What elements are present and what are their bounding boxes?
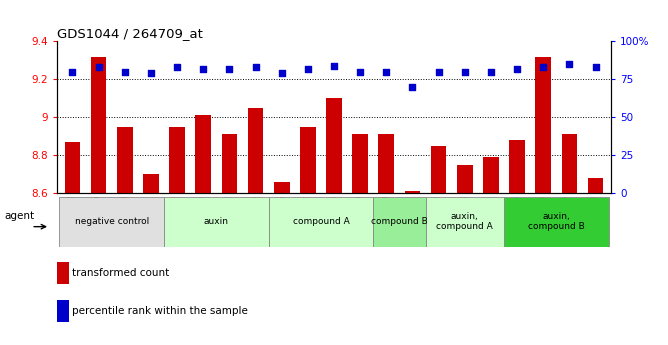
Point <box>460 69 470 75</box>
Point <box>564 61 574 67</box>
Point <box>224 66 234 71</box>
Point <box>277 70 287 76</box>
Point <box>355 69 365 75</box>
Bar <box>352 134 368 193</box>
Point <box>303 66 313 71</box>
Point <box>198 66 208 71</box>
Bar <box>483 157 499 193</box>
Bar <box>248 108 263 193</box>
Bar <box>164 197 269 247</box>
Bar <box>379 134 394 193</box>
Bar <box>373 197 426 247</box>
Bar <box>57 300 69 322</box>
Point <box>67 69 77 75</box>
Bar <box>326 98 342 193</box>
Point <box>407 84 418 90</box>
Text: agent: agent <box>5 211 35 221</box>
Point <box>120 69 130 75</box>
Point <box>381 69 391 75</box>
Point <box>94 65 104 70</box>
Bar <box>504 197 609 247</box>
Bar <box>222 134 237 193</box>
Bar <box>562 134 577 193</box>
Bar <box>91 57 106 193</box>
Bar <box>426 197 504 247</box>
Bar <box>196 115 211 193</box>
Bar <box>431 146 446 193</box>
Point <box>486 69 496 75</box>
Point <box>538 65 548 70</box>
Bar <box>269 197 373 247</box>
Point <box>250 65 261 70</box>
Point <box>329 63 339 68</box>
Text: auxin: auxin <box>204 217 229 226</box>
Point <box>512 66 522 71</box>
Bar <box>535 57 551 193</box>
Text: compound A: compound A <box>293 217 349 226</box>
Text: percentile rank within the sample: percentile rank within the sample <box>72 306 248 316</box>
Text: auxin,
compound A: auxin, compound A <box>436 212 493 231</box>
Point <box>591 65 601 70</box>
Bar <box>169 127 185 193</box>
Text: negative control: negative control <box>75 217 149 226</box>
Bar <box>274 182 289 193</box>
Bar <box>65 142 80 193</box>
Bar <box>57 263 69 284</box>
Bar <box>588 178 603 193</box>
Bar <box>300 127 316 193</box>
Point <box>146 70 156 76</box>
Text: compound B: compound B <box>371 217 428 226</box>
Text: auxin,
compound B: auxin, compound B <box>528 212 584 231</box>
Point <box>172 65 182 70</box>
Bar <box>509 140 525 193</box>
Text: GDS1044 / 264709_at: GDS1044 / 264709_at <box>57 27 202 40</box>
Bar <box>59 197 164 247</box>
Bar <box>143 174 159 193</box>
Point <box>434 69 444 75</box>
Text: transformed count: transformed count <box>72 268 169 278</box>
Bar <box>117 127 133 193</box>
Bar <box>405 191 420 193</box>
Bar <box>457 165 473 193</box>
